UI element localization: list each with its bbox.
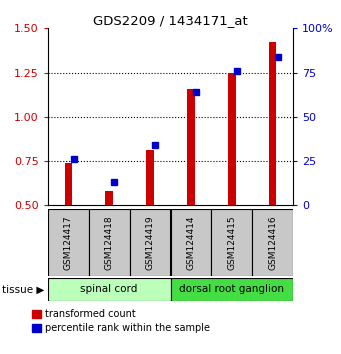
Text: dorsal root ganglion: dorsal root ganglion xyxy=(179,284,284,295)
Bar xyxy=(187,88,195,205)
Text: GSM124415: GSM124415 xyxy=(227,215,236,270)
Text: GSM124417: GSM124417 xyxy=(64,215,73,270)
Bar xyxy=(211,209,252,276)
Text: spinal cord: spinal cord xyxy=(80,284,138,295)
Bar xyxy=(252,209,293,276)
Text: GSM124419: GSM124419 xyxy=(146,215,154,270)
Bar xyxy=(228,73,236,205)
Legend: transformed count, percentile rank within the sample: transformed count, percentile rank withi… xyxy=(32,309,210,333)
Bar xyxy=(269,42,277,205)
Text: GSM124418: GSM124418 xyxy=(105,215,114,270)
Title: GDS2209 / 1434171_at: GDS2209 / 1434171_at xyxy=(93,14,248,27)
Bar xyxy=(48,209,89,276)
Text: GSM124414: GSM124414 xyxy=(187,215,195,270)
Bar xyxy=(170,278,293,301)
Bar xyxy=(146,150,154,205)
Bar xyxy=(105,191,113,205)
Bar xyxy=(130,209,170,276)
Bar xyxy=(64,163,72,205)
Text: GSM124416: GSM124416 xyxy=(268,215,277,270)
Bar xyxy=(170,209,211,276)
Bar xyxy=(89,209,130,276)
Text: tissue ▶: tissue ▶ xyxy=(2,284,44,295)
Bar xyxy=(48,278,170,301)
